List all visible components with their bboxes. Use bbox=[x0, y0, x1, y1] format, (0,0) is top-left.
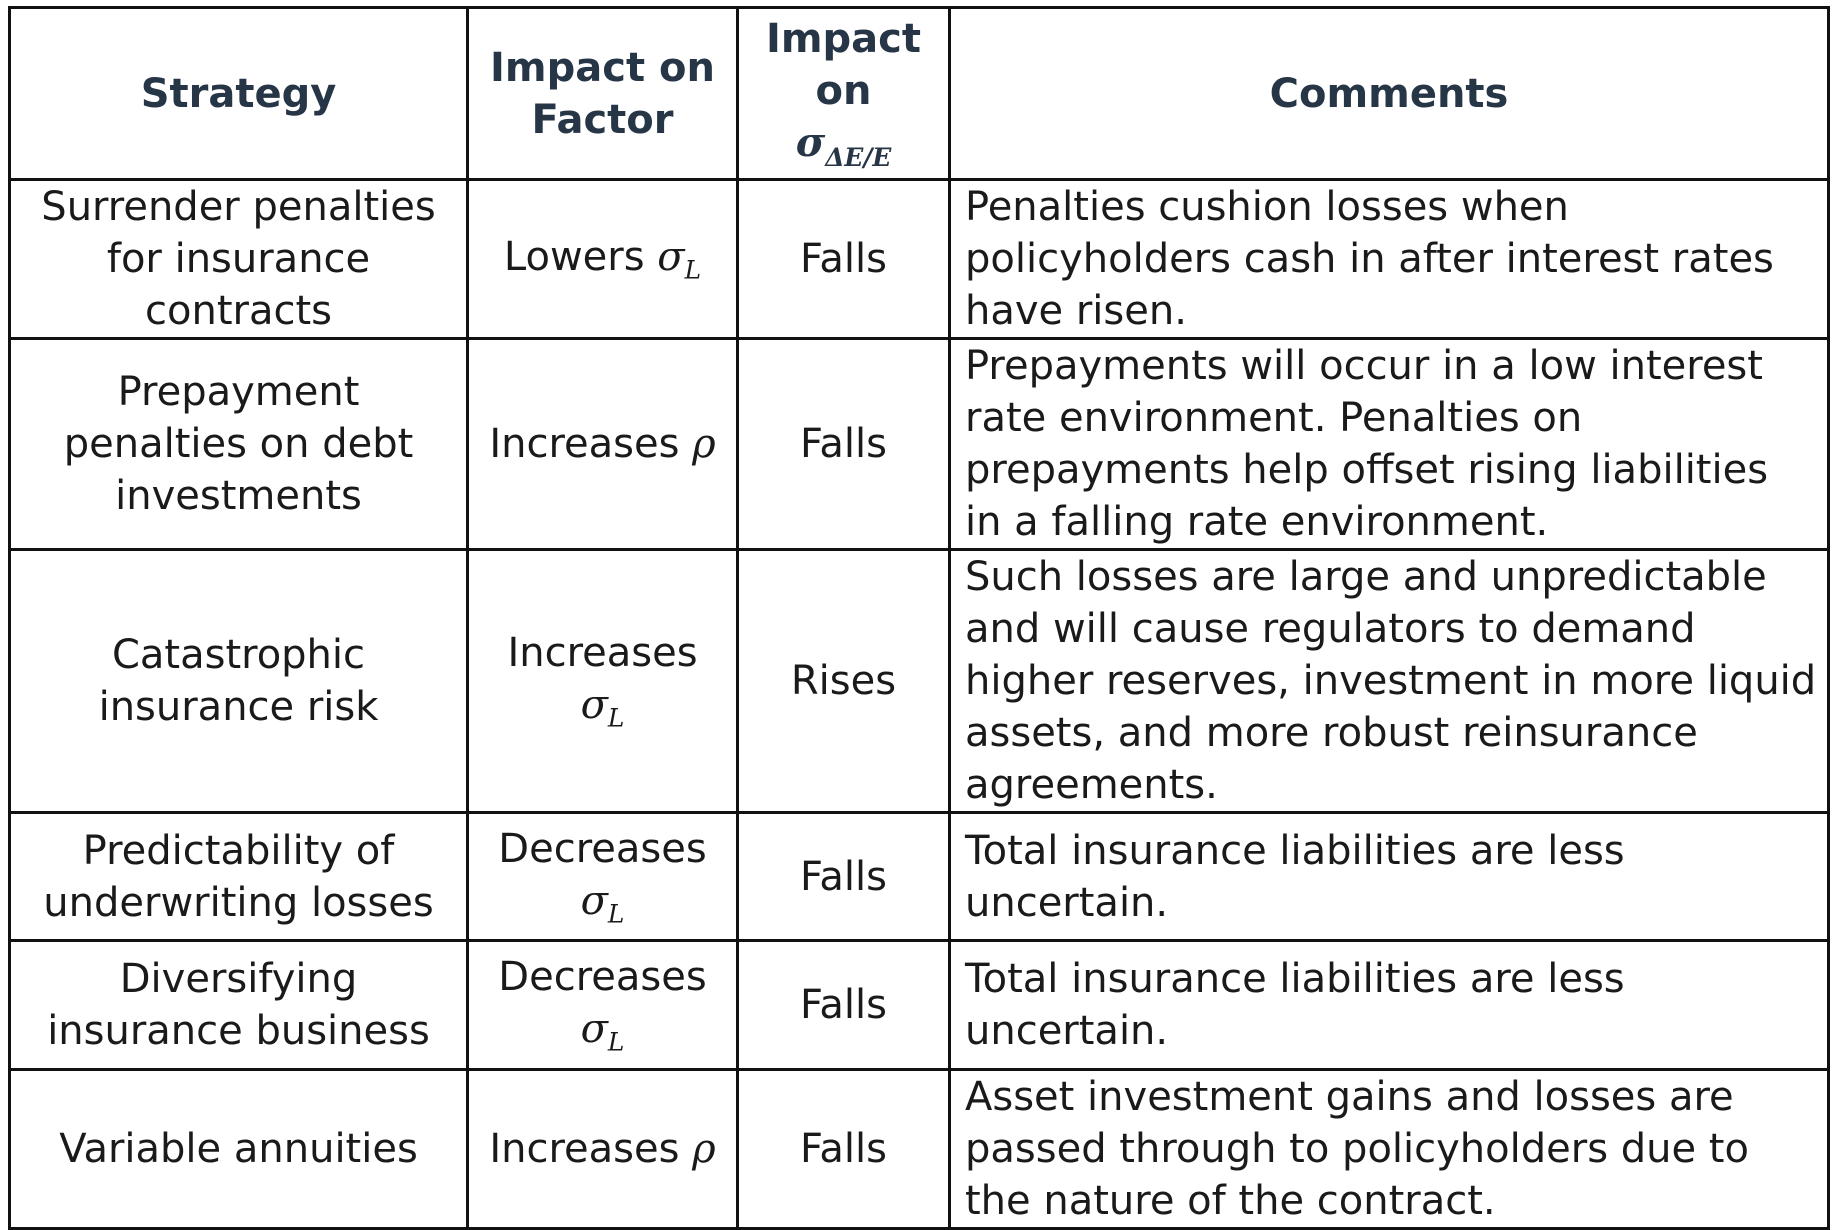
impact-factor-cell: Lowers σL bbox=[466, 178, 739, 341]
impact-text: Increases bbox=[507, 630, 698, 677]
effect-cell: Falls bbox=[736, 939, 951, 1072]
comment-cell: Penalties cushion losses when policyhold… bbox=[948, 178, 1830, 341]
impact-factor-cell: Decreases σL bbox=[466, 939, 739, 1072]
impact-factor-cell: Decreases σL bbox=[466, 811, 739, 943]
strategy-table: Strategy Impact on Factor Impact on σΔE/… bbox=[8, 5, 1830, 1230]
impact-symbol-char: σ bbox=[657, 234, 685, 281]
impact-symbol: σL bbox=[580, 682, 625, 733]
impact-symbol: ρ bbox=[692, 421, 716, 467]
impact-symbol-char: σ bbox=[580, 877, 608, 924]
strategy-cell: Prepayment penalties on debt investments bbox=[8, 337, 469, 552]
impact-symbol-char: ρ bbox=[692, 1126, 716, 1173]
table-row: Predictability of underwriting losses De… bbox=[8, 811, 1830, 943]
header-sigma-char: σ bbox=[795, 119, 826, 166]
header-sigma-subscript: ΔE/E bbox=[825, 142, 892, 172]
table-row: Catastrophic insurance risk Increases σL… bbox=[8, 548, 1830, 815]
impact-symbol-subscript: L bbox=[684, 255, 702, 285]
impact-text: Increases bbox=[489, 1126, 680, 1173]
impact-symbol-char: σ bbox=[580, 682, 608, 729]
impact-factor-cell: Increases ρ bbox=[466, 1068, 739, 1230]
comment-cell: Prepayments will occur in a low interest… bbox=[948, 337, 1830, 552]
effect-cell: Rises bbox=[736, 548, 951, 815]
header-impact-on-sigma: Impact on σΔE/E bbox=[736, 5, 951, 182]
header-sigma-symbol: σΔE/E bbox=[795, 119, 892, 172]
impact-symbol: σL bbox=[580, 1006, 625, 1057]
comment-cell: Total insurance liabilities are less unc… bbox=[948, 811, 1830, 943]
header-impact-on-sigma-prefix: Impact on bbox=[765, 16, 922, 114]
impact-symbol-subscript: L bbox=[607, 1027, 625, 1057]
strategy-cell: Variable annuities bbox=[8, 1068, 469, 1230]
impact-text: Increases bbox=[489, 421, 680, 468]
effect-cell: Falls bbox=[736, 1068, 951, 1230]
strategy-cell: Predictability of underwriting losses bbox=[8, 811, 469, 943]
impact-symbol-subscript: L bbox=[607, 703, 625, 733]
impact-symbol: σL bbox=[657, 234, 701, 285]
strategy-table-container: Strategy Impact on Factor Impact on σΔE/… bbox=[8, 5, 1830, 1230]
strategy-cell: Surrender penalties for insurance contra… bbox=[8, 178, 469, 341]
impact-text: Decreases bbox=[498, 825, 707, 872]
effect-cell: Falls bbox=[736, 178, 951, 341]
effect-cell: Falls bbox=[736, 337, 951, 552]
impact-symbol: ρ bbox=[692, 1126, 716, 1172]
impact-symbol-char: ρ bbox=[692, 421, 716, 468]
strategy-cell: Catastrophic insurance risk bbox=[8, 548, 469, 815]
strategy-cell: Diversifying insurance business bbox=[8, 939, 469, 1072]
header-impact-on-factor: Impact on Factor bbox=[466, 5, 739, 182]
table-row: Surrender penalties for insurance contra… bbox=[8, 178, 1830, 341]
impact-factor-cell: Increases σL bbox=[466, 548, 739, 815]
impact-symbol-char: σ bbox=[580, 1006, 608, 1053]
table-row: Variable annuities Increases ρ Falls Ass… bbox=[8, 1068, 1830, 1230]
table-row: Prepayment penalties on debt investments… bbox=[8, 337, 1830, 552]
header-comments: Comments bbox=[948, 5, 1830, 182]
comment-cell: Total insurance liabilities are less unc… bbox=[948, 939, 1830, 1072]
impact-text: Lowers bbox=[503, 234, 645, 281]
impact-text: Decreases bbox=[498, 954, 707, 1001]
effect-cell: Falls bbox=[736, 811, 951, 943]
impact-symbol-subscript: L bbox=[607, 899, 625, 929]
impact-factor-cell: Increases ρ bbox=[466, 337, 739, 552]
table-row: Diversifying insurance business Decrease… bbox=[8, 939, 1830, 1072]
header-row: Strategy Impact on Factor Impact on σΔE/… bbox=[8, 5, 1830, 182]
impact-symbol: σL bbox=[580, 877, 625, 929]
comment-cell: Asset investment gains and losses are pa… bbox=[948, 1068, 1830, 1230]
header-strategy: Strategy bbox=[8, 5, 469, 182]
comment-cell: Such losses are large and unpredictable … bbox=[948, 548, 1830, 815]
